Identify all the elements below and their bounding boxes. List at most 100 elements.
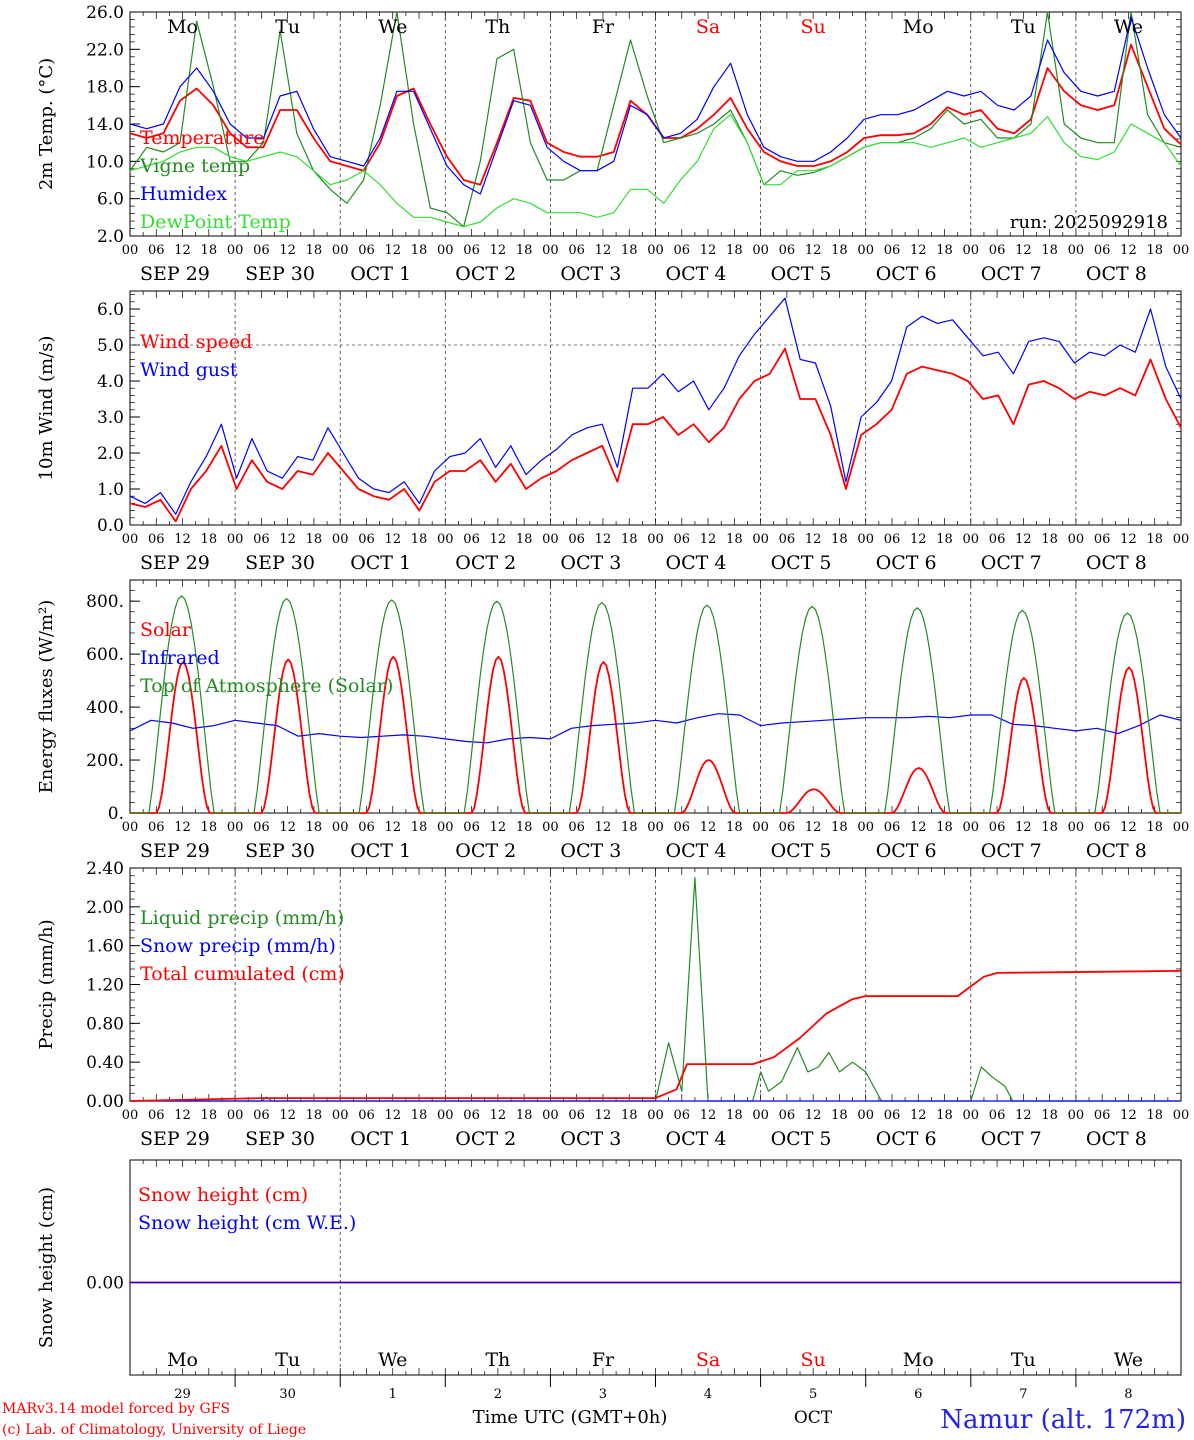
y-axis-title: Precip (mm/h) [36, 919, 57, 1049]
hour-label: 00 [752, 1108, 769, 1123]
hour-label: 18 [201, 243, 218, 258]
date-label: OCT 2 [455, 263, 516, 285]
hour-label: 18 [726, 1108, 743, 1123]
panel-precip: 2.40 2.00 1.60 1.20 0.80 0.40 0.00 Precip (mm/h… [36, 859, 1189, 1150]
weekday-label: Mo [167, 16, 198, 38]
hour-label: 18 [411, 1108, 428, 1123]
hour-label: 00 [963, 820, 980, 835]
time-axis-label: Time UTC (GMT+0h) [473, 1407, 668, 1428]
station-name: Namur (alt. 172m) [940, 1405, 1186, 1435]
hour-label: 00 [227, 1108, 244, 1123]
run-label: run: 2025092918 [1010, 212, 1168, 233]
legend-entry: Snow height (cm W.E.) [138, 1212, 356, 1234]
date-label: OCT 3 [560, 552, 621, 574]
bottom-weekday-label: Mo [167, 1349, 198, 1371]
hour-label: 06 [779, 243, 796, 258]
hour-label: 12 [490, 532, 507, 547]
hour-label: 00 [647, 243, 664, 258]
bottom-day-number: 1 [389, 1387, 397, 1402]
hour-label: 00 [437, 532, 454, 547]
y-axis-title: Energy fluxes (W/m²) [36, 600, 57, 794]
hour-label: 06 [989, 532, 1006, 547]
hour-label: 00 [437, 1108, 454, 1123]
y-tick-label: 10.0 [86, 152, 124, 172]
y-axis-title: 10m Wind (m/s) [36, 336, 57, 481]
hour-label: 12 [1120, 820, 1137, 835]
y-tick-label: 600. [86, 645, 124, 665]
hour-label: 00 [857, 820, 874, 835]
hour-label: 00 [437, 243, 454, 258]
bottom-weekday-label: Sa [696, 1349, 720, 1371]
hour-label: 00 [332, 1108, 349, 1123]
hour-label: 00 [437, 820, 454, 835]
date-label: OCT 1 [350, 1128, 411, 1150]
hour-label: 00 [1173, 1108, 1190, 1123]
hour-label: 06 [779, 1108, 796, 1123]
hour-label: 12 [910, 1108, 927, 1123]
hour-label: 18 [1146, 1108, 1163, 1123]
hour-label: 18 [306, 820, 323, 835]
hour-label: 06 [463, 820, 480, 835]
bottom-weekday-label: We [378, 1349, 407, 1371]
hour-label: 18 [306, 243, 323, 258]
hour-label: 00 [752, 532, 769, 547]
y-tick-label: 3.0 [97, 408, 124, 428]
y-tick-label: 2.0 [97, 227, 124, 247]
hour-label: 12 [910, 820, 927, 835]
hour-label: 18 [831, 1108, 848, 1123]
panel-temp: 26.0 22.0 18.0 14.0 10.0 6.0 2.0 2m Temp. (°C) T… [36, 3, 1189, 285]
date-label: OCT 3 [560, 840, 621, 862]
legend-entry: Top of Atmosphere (Solar) [140, 675, 393, 697]
hour-label: 12 [174, 532, 191, 547]
bottom-day-number: 3 [599, 1387, 607, 1402]
hour-label: 00 [542, 820, 559, 835]
hour-label: 00 [963, 532, 980, 547]
legend-entry: Wind speed [140, 331, 252, 353]
y-tick-label: 1.60 [86, 937, 124, 957]
date-label: OCT 4 [666, 1128, 727, 1150]
hour-label: 00 [1068, 532, 1085, 547]
series-line [129, 713, 1182, 744]
legend-entry: Solar [140, 619, 192, 641]
date-label: OCT 1 [350, 840, 411, 862]
weekday-label: Sa [696, 16, 720, 38]
hour-label: 06 [463, 532, 480, 547]
date-label: SEP 29 [140, 552, 210, 574]
hour-label: 12 [279, 243, 296, 258]
hour-label: 06 [253, 1108, 270, 1123]
hour-label: 06 [463, 243, 480, 258]
weekday-label: Fr [592, 16, 615, 38]
panels: 26.022.018.014.010.06.02.02m Temp. (°C) T… [36, 3, 1189, 1402]
bottom-day-number: 6 [914, 1387, 922, 1402]
hour-label: 18 [726, 532, 743, 547]
hour-label: 06 [148, 243, 165, 258]
hour-label: 12 [174, 820, 191, 835]
hour-label: 00 [1068, 820, 1085, 835]
hour-label: 12 [910, 532, 927, 547]
y-tick-label: 0.80 [86, 1014, 124, 1034]
hour-label: 12 [910, 243, 927, 258]
hour-label: 18 [726, 243, 743, 258]
date-label: SEP 29 [140, 840, 210, 862]
hour-label: 00 [1173, 820, 1190, 835]
hour-label: 12 [490, 820, 507, 835]
hour-label: 12 [279, 820, 296, 835]
date-label: OCT 5 [771, 263, 832, 285]
hour-label: 18 [411, 532, 428, 547]
y-tick-label: 400. [86, 698, 124, 718]
hour-label: 12 [805, 1108, 822, 1123]
legend-entry: Liquid precip (mm/h) [140, 907, 344, 929]
hour-label: 00 [1173, 243, 1190, 258]
hour-label: 18 [411, 243, 428, 258]
hour-label: 12 [595, 532, 612, 547]
hour-label: 12 [595, 243, 612, 258]
y-tick-label: 22.0 [86, 40, 124, 60]
y-tick-label: 26.0 [86, 3, 124, 23]
date-label: OCT 2 [455, 552, 516, 574]
y-axis-title: 2m Temp. (°C) [36, 58, 57, 190]
hour-label: 18 [621, 532, 638, 547]
date-label: OCT 1 [350, 552, 411, 574]
hour-label: 00 [332, 532, 349, 547]
hour-label: 00 [542, 532, 559, 547]
hour-label: 00 [857, 243, 874, 258]
